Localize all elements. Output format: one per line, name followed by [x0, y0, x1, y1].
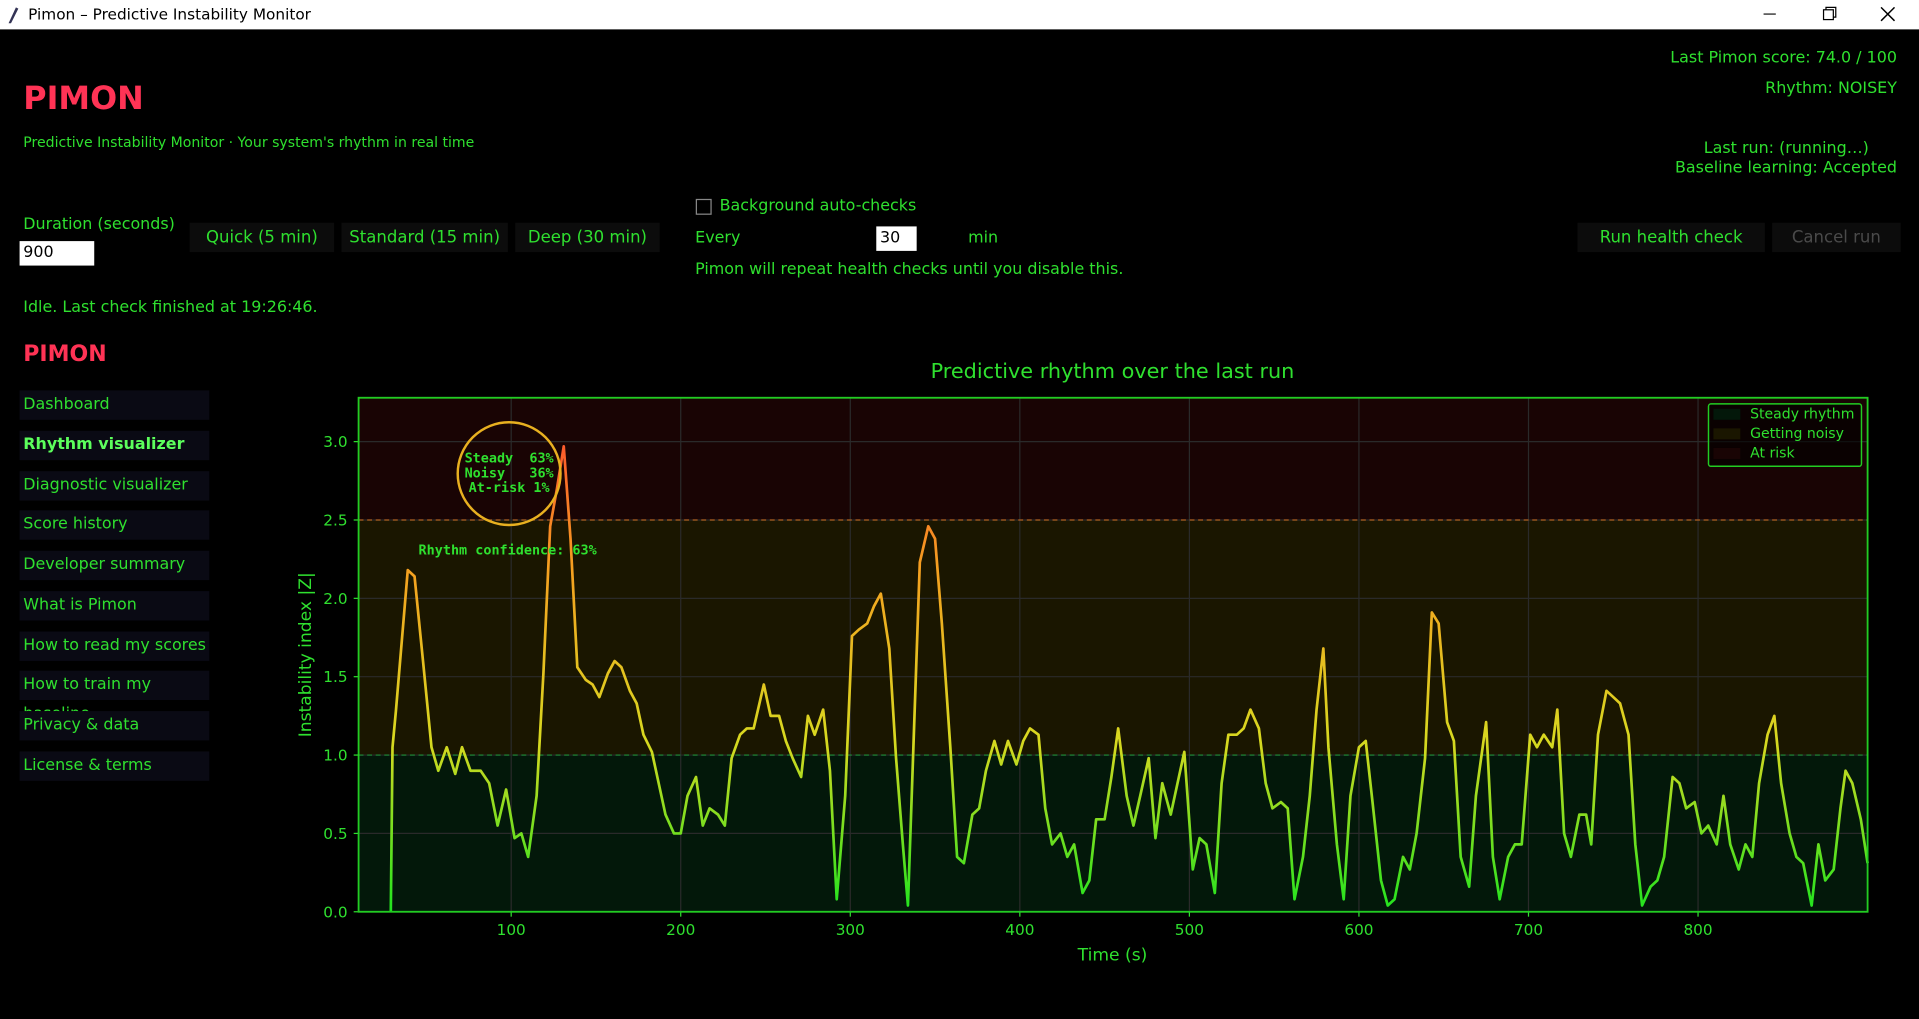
legend: Steady rhythm Getting noisy At risk	[1707, 403, 1863, 468]
legend-swatch	[1713, 428, 1741, 440]
y-tick-label: 0.5	[323, 825, 347, 843]
y-tick-label: 2.5	[323, 511, 347, 529]
plot-frame	[357, 396, 1869, 913]
sidebar-item[interactable]: Developer summary	[19, 550, 210, 581]
confidence-label: Rhythm confidence: 63%	[419, 542, 597, 558]
sidebar-item[interactable]: Diagnostic visualizer	[19, 470, 210, 500]
mix-label: Steady 63%	[465, 452, 554, 467]
last-score: Last Pimon score: 74.0 / 100	[1670, 48, 1897, 68]
legend-swatch	[1713, 408, 1741, 420]
zone-band	[358, 397, 1868, 520]
last-run: Last run: (running…)	[1703, 139, 1869, 158]
rhythm-line	[389, 444, 1869, 912]
x-tick-label: 500	[1175, 921, 1204, 939]
tagline: Predictive Instability Monitor · Your sy…	[23, 133, 475, 151]
status-line: Idle. Last check finished at 19:26:46.	[23, 298, 318, 317]
x-tick-label: 600	[1344, 921, 1373, 939]
preset-button[interactable]: Quick (5 min)	[189, 222, 335, 253]
x-tick-label: 100	[497, 921, 526, 939]
y-tick-label: 1.5	[323, 668, 347, 686]
sidebar-item[interactable]: License & terms	[19, 751, 210, 781]
y-tick-label: 3.0	[323, 433, 347, 451]
every-unit: min	[968, 228, 999, 248]
x-tick-label: 300	[836, 921, 865, 939]
y-tick-label: 0.0	[323, 903, 347, 921]
duration-label: Duration (seconds)	[23, 215, 175, 234]
rhythm-status: Rhythm: NOISEY	[1765, 79, 1897, 98]
every-input[interactable]: 30	[876, 226, 917, 251]
auto-check-label[interactable]: Background auto-checks	[719, 197, 917, 216]
app-name: PIMON	[23, 80, 144, 118]
sidebar-item[interactable]: Dashboard	[19, 390, 210, 420]
legend-label: At risk	[1750, 446, 1795, 462]
legend-label: Getting noisy	[1750, 426, 1844, 442]
y-tick-label: 2.0	[323, 590, 347, 608]
window-title: Pimon – Predictive Instability Monitor	[28, 4, 311, 24]
chart-title: Predictive rhythm over the last run	[931, 359, 1295, 383]
sidebar-title: PIMON	[23, 341, 107, 368]
title-bar: Pimon – Predictive Instability Monitor	[0, 0, 1919, 30]
x-tick-label: 700	[1514, 921, 1543, 939]
sidebar-item[interactable]: What is Pimon	[19, 590, 210, 621]
legend-box	[1707, 403, 1863, 468]
preset-button[interactable]: Deep (30 min)	[515, 222, 660, 253]
sidebar-item[interactable]: Score history	[19, 510, 210, 541]
mix-label: At-risk 1%	[469, 480, 550, 496]
cancel-button[interactable]: Cancel run	[1772, 222, 1901, 253]
every-label: Every	[695, 228, 741, 248]
zone-band	[358, 519, 1868, 756]
x-tick-label: 200	[666, 921, 695, 939]
mix-label: Noisy 36%	[465, 465, 554, 481]
checkbox[interactable]	[695, 198, 712, 215]
auto-check-note: Pimon will repeat health checks until yo…	[695, 260, 1124, 280]
x-axis-label: Time (s)	[1077, 946, 1148, 966]
window-controls[interactable]	[1738, 0, 1919, 29]
sidebar-item[interactable]: Privacy & data	[19, 711, 210, 741]
baseline-status: Baseline learning: Accepted	[1675, 159, 1897, 178]
y-tick-label: 1.0	[323, 747, 347, 765]
run-button[interactable]: Run health check	[1577, 222, 1765, 253]
y-axis-label: Instability index |Z|	[296, 572, 316, 737]
x-tick-label: 400	[1005, 921, 1034, 939]
sidebar-item[interactable]: Rhythm visualizer	[19, 430, 210, 460]
legend-swatch	[1713, 447, 1741, 459]
legend-label: Steady rhythm	[1750, 407, 1854, 423]
preset-button[interactable]: Standard (15 min)	[341, 222, 508, 253]
mix-circle	[456, 421, 562, 527]
x-tick-label: 800	[1683, 921, 1712, 939]
duration-input[interactable]: 900	[19, 241, 95, 266]
app-icon	[8, 7, 19, 24]
sidebar-item[interactable]: How to read my scores	[19, 630, 210, 661]
